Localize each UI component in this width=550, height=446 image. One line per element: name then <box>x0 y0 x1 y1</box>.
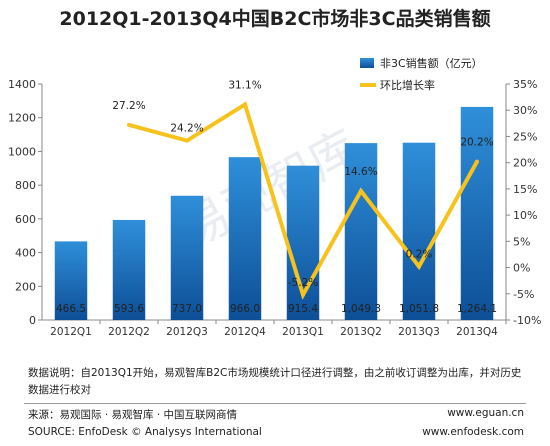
growth-rate-label: 27.2% <box>112 100 145 112</box>
x-tick-label: 2012Q2 <box>108 326 150 338</box>
plot-area: 0 200 400 600 800 1000 1200 1400 -10% -5% 0% 5% 10% 1… <box>8 78 541 338</box>
x-tick-label: 2013Q2 <box>340 326 382 338</box>
y-left-tick-label: 1400 <box>8 78 36 91</box>
source-url-2: www.enfodesk.com <box>422 426 524 438</box>
legend-bar-swatch <box>360 58 374 68</box>
bar <box>170 195 204 320</box>
legend: 非3C销售额（亿元） 环比增长率 <box>360 56 483 92</box>
bar <box>54 241 88 320</box>
x-tick-label: 2012Q3 <box>166 326 208 338</box>
growth-rate-point <box>243 102 247 107</box>
bar-value-label: 593.6 <box>114 303 144 315</box>
chart-title: 2012Q1-2013Q4中国B2C市场非3C品类销售额 <box>59 8 491 30</box>
y-left-tick-label: 200 <box>15 280 36 293</box>
y-right-tick-label: 35% <box>513 78 537 91</box>
growth-rate-point <box>185 138 189 143</box>
bar-value-label: 915.4 <box>288 303 318 315</box>
growth-rate-label: 31.1% <box>228 79 261 91</box>
growth-rate-label: 0.2% <box>406 249 433 261</box>
bar-value-label: 737.0 <box>172 303 202 315</box>
x-tick-label: 2013Q4 <box>456 326 498 338</box>
y-left-tick-label: 600 <box>15 213 36 226</box>
growth-rate-label: 14.6% <box>344 166 377 178</box>
y-right-tick-label: 10% <box>513 209 537 222</box>
bar-value-label: 1,051.8 <box>399 303 439 315</box>
growth-rate-label: 24.2% <box>170 123 203 135</box>
growth-rate-label: -5.2% <box>288 277 318 289</box>
legend-bar-label: 非3C销售额（亿元） <box>380 56 483 70</box>
y-left-tick-label: 400 <box>15 247 36 260</box>
bar <box>344 143 378 320</box>
growth-rate-point <box>127 122 131 127</box>
source-divider <box>24 403 526 404</box>
x-tick-label: 2012Q4 <box>224 326 266 338</box>
source-line-1: 来源：易观国际 · 易观智库 · 中国互联网商情 <box>28 409 238 421</box>
bar <box>460 106 494 320</box>
y-right-tick-label: 30% <box>513 104 537 117</box>
x-tick-label: 2013Q3 <box>398 326 440 338</box>
growth-rate-point <box>301 292 305 297</box>
bar-value-label: 966.0 <box>230 303 260 315</box>
y-right-tick-label: -10% <box>513 314 541 327</box>
y-right-tick-label: 0% <box>513 262 530 275</box>
growth-rate-label: 20.2% <box>460 137 493 149</box>
bar-value-label: 1,049.3 <box>341 303 381 315</box>
y-right-tick-label: 25% <box>513 130 537 143</box>
legend-line-label: 环比增长率 <box>380 78 435 92</box>
growth-rate-point <box>359 188 363 193</box>
growth-rate-point <box>475 159 479 164</box>
source-line-2: SOURCE: EnfoDesk © Analysys Internationa… <box>28 426 262 438</box>
y-right-tick-label: 15% <box>513 183 537 196</box>
y-left-tick-label: 1200 <box>8 112 36 125</box>
source-url-1: www.eguan.cn <box>447 407 524 419</box>
y-right-tick-label: 5% <box>513 235 530 248</box>
growth-rate-point <box>417 264 421 269</box>
bar <box>112 219 146 320</box>
y-left-tick-label: 800 <box>15 179 36 192</box>
y-left-tick-label: 1000 <box>8 145 36 158</box>
bar-value-label: 466.5 <box>56 303 86 315</box>
y-left-tick-label: 0 <box>29 314 36 327</box>
y-right-tick-label: -5% <box>513 288 534 301</box>
bar <box>228 157 262 320</box>
x-tick-label: 2013Q1 <box>282 326 324 338</box>
x-tick-label: 2012Q1 <box>50 326 92 338</box>
y-right-tick-label: 20% <box>513 157 537 170</box>
data-note: 数据说明：自2013Q1开始，易观智库B2C市场规模统计口径进行调整，由之前收订… <box>28 367 522 396</box>
bar <box>402 142 436 320</box>
bar-value-label: 1,264.1 <box>457 303 497 315</box>
